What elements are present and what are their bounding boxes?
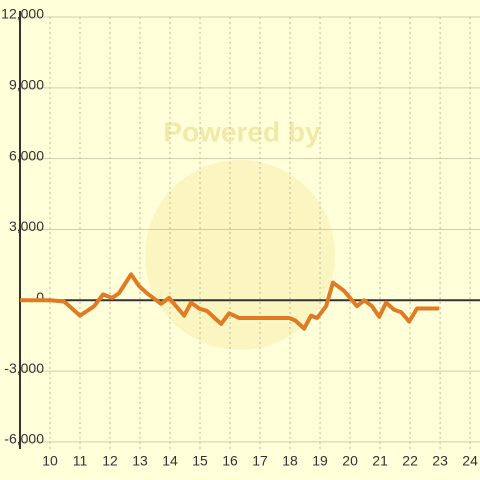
line xyxy=(20,272,440,331)
x-tick-label: 20 xyxy=(342,453,358,469)
x-tick-label: 17 xyxy=(252,453,268,469)
x-tick-label: 19 xyxy=(312,453,328,469)
y-tick-label: 0 xyxy=(36,289,44,305)
x-tick-label: 16 xyxy=(222,453,238,469)
x-tick-label: 22 xyxy=(402,453,418,469)
x-tick-label: 14 xyxy=(162,453,178,469)
y-tick-label: -3,000 xyxy=(4,360,44,376)
y-tick-label: 3,000 xyxy=(9,218,44,234)
x-tick-label: 11 xyxy=(73,453,88,469)
x-tick-label: 23 xyxy=(432,453,448,469)
x-tick-label: 12 xyxy=(102,453,118,469)
y-tick-label: 12,000 xyxy=(1,6,44,22)
x-tick-label: 18 xyxy=(282,453,298,469)
x-tick-label: 15 xyxy=(192,453,208,469)
x-tick-label: 13 xyxy=(132,453,148,469)
x-tick-label: 24 xyxy=(462,453,478,469)
x-tick-label: 21 xyxy=(372,453,388,469)
x-tick-label: 10 xyxy=(42,453,58,469)
y-tick-label: -6,000 xyxy=(4,431,44,447)
y-tick-label: 6,000 xyxy=(9,147,44,163)
y-tick-label: 9,000 xyxy=(9,77,44,93)
watermark: Powered by xyxy=(163,116,321,147)
